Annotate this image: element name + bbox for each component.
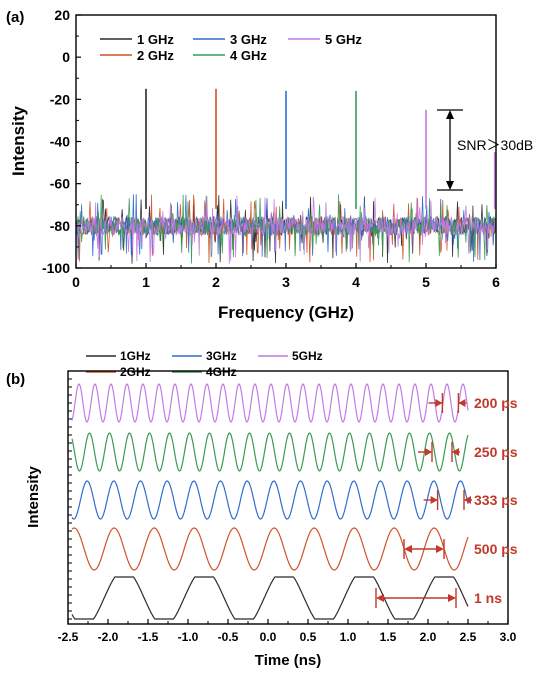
- b-xtick-label: 1.5: [380, 630, 397, 644]
- a-xtick-label: 4: [352, 274, 360, 290]
- b-xtick-label: -1.5: [138, 630, 159, 644]
- b-xtick-label: -0.5: [218, 630, 239, 644]
- b-xtick-label: 1.0: [340, 630, 357, 644]
- period-arrow-right-head: [452, 448, 459, 456]
- waveform-3ghz: [71, 480, 469, 520]
- a-xtick-label: 2: [212, 274, 220, 290]
- b-xtick-label: 0.0: [260, 630, 277, 644]
- panel-a-noise-traces: [75, 194, 497, 264]
- b-xtick-label: 0.5: [300, 630, 317, 644]
- legend-label-5ghz: 5GHz: [292, 349, 323, 363]
- legend-label-3ghz: 3 GHz: [230, 32, 267, 47]
- period-label-1ghz: 1 ns: [474, 590, 502, 606]
- legend-label-5ghz: 5 GHz: [325, 32, 362, 47]
- period-label-5ghz: 200 ps: [474, 395, 518, 411]
- panel-b: (b) 1GHz 2GHz 3GHz 4GHz 5GHz -2.5 -2.0 -1.5 -1.…: [6, 349, 518, 669]
- panel-b-legend: 1GHz 2GHz 3GHz 4GHz 5GHz: [86, 349, 323, 379]
- panel-b-waveforms: [71, 383, 469, 620]
- waveform-5ghz: [71, 383, 469, 423]
- period-label-3ghz: 333 ps: [474, 492, 518, 508]
- waveform-1ghz: [71, 576, 469, 620]
- a-xtick-label: 5: [422, 274, 430, 290]
- legend-label-4ghz: 4 GHz: [230, 48, 267, 63]
- a-xtick-label: 0: [72, 274, 80, 290]
- period-arrow-left-head: [376, 594, 384, 602]
- period-arrow-right-head: [436, 545, 444, 553]
- snr-arrow-head-down: [446, 181, 454, 190]
- period-arrow-left-head: [404, 545, 412, 553]
- panel-a-peaks: [145, 88, 496, 209]
- panel-b-ylabel: Intensity: [25, 466, 42, 528]
- legend-label-2ghz: 2GHz: [120, 365, 151, 379]
- noise-trace-3ghz: [75, 194, 497, 262]
- period-label-2ghz: 500 ps: [474, 541, 518, 557]
- snr-annotation: SNR＞30dB: [437, 109, 533, 191]
- a-ytick-label: -20: [50, 91, 70, 107]
- noise-trace-4ghz: [75, 194, 497, 264]
- a-ytick-label: -80: [50, 218, 70, 234]
- panel-b-label: (b): [6, 371, 25, 388]
- waveform-2ghz: [71, 527, 469, 571]
- legend-label-3ghz: 3GHz: [206, 349, 237, 363]
- noise-trace-5ghz: [75, 195, 497, 264]
- a-xtick-label: 3: [282, 274, 290, 290]
- panel-a-ticks: 0 1 2 3 4 5 6 20 0 -20 -40 -60 -80 -100: [42, 7, 500, 290]
- panel-b-xlabel: Time (ns): [255, 652, 321, 669]
- panel-b-ticks: -2.5 -2.0 -1.5 -1.0 -0.5 0.0 0.5 1.0 1.5 2.0 2.5 3.…: [58, 378, 517, 644]
- legend-label-1ghz: 1GHz: [120, 349, 151, 363]
- period-arrow-left-head: [425, 448, 432, 456]
- panel-a-ylabel: Intensity: [9, 106, 28, 176]
- a-ytick-label: -60: [50, 176, 70, 192]
- period-arrow-left-head: [435, 399, 443, 407]
- panel-a-xlabel: Frequency (GHz): [218, 303, 354, 322]
- legend-label-4ghz: 4GHz: [206, 365, 237, 379]
- b-xtick-label: 3.0: [500, 630, 517, 644]
- legend-label-1ghz: 1 GHz: [137, 32, 174, 47]
- period-arrow-right-head: [464, 496, 471, 504]
- waveform-4ghz: [71, 432, 469, 472]
- a-ytick-label: 0: [62, 49, 70, 65]
- a-ytick-label: -100: [42, 260, 70, 276]
- period-label-4ghz: 250 ps: [474, 444, 518, 460]
- a-xtick-label: 6: [492, 274, 500, 290]
- b-xtick-label: 2.0: [420, 630, 437, 644]
- a-ytick-label: 20: [54, 7, 70, 23]
- a-xtick-label: 1: [142, 274, 150, 290]
- period-arrow-right-head: [458, 399, 466, 407]
- b-xtick-label: -2.5: [58, 630, 79, 644]
- snr-arrow-head-up: [446, 110, 454, 119]
- period-arrow-left-head: [430, 496, 438, 504]
- legend-label-2ghz: 2 GHz: [137, 48, 174, 63]
- a-ytick-label: -40: [50, 134, 70, 150]
- period-arrow-right-head: [448, 594, 456, 602]
- b-xtick-label: -2.0: [98, 630, 119, 644]
- panel-a-label: (a): [6, 9, 24, 26]
- b-xtick-label: -1.0: [178, 630, 199, 644]
- snr-label: SNR＞30dB: [457, 137, 533, 153]
- b-xtick-label: 2.5: [460, 630, 477, 644]
- panel-b-period-annotations: 200 ps 250 ps 333 ps 500 ps 1 ns: [375, 393, 518, 608]
